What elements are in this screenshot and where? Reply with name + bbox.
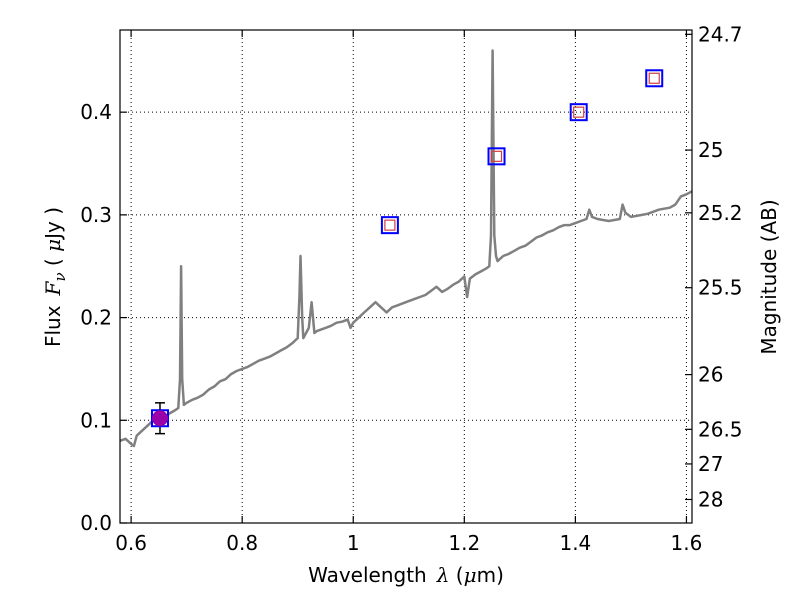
grid [120, 30, 692, 523]
spectrum-line [119, 49, 693, 448]
y2-axis-label: Magnitude (AB) [757, 199, 781, 354]
x-tick-label-4: 1.4 [559, 531, 591, 555]
series-layer [119, 49, 693, 448]
y2-tick-label-6: 27 [698, 452, 723, 476]
x-tick-label-0: 0.6 [115, 531, 147, 555]
plot-frame [119, 29, 693, 524]
photometry-outer-marker-3 [569, 103, 588, 122]
photometry-inner-marker-3 [573, 106, 585, 118]
photometry-outer-marker-4 [645, 69, 664, 88]
x-axis-label: Wavelength λ (μm) [308, 563, 504, 587]
y-tick-label-2: 0.2 [80, 306, 112, 330]
ticks-layer: 0.6 0.8 1 1.2 1.4 1.6 0.0 0.1 0.2 0.3 0.4 24.7 25 25.… [80, 22, 742, 555]
photometry-inner-marker-2 [490, 150, 503, 162]
x-tick-label-2: 1 [347, 531, 360, 555]
y-tick-label-0: 0.0 [80, 511, 112, 535]
y2-tick-label-1: 25 [698, 138, 723, 162]
x-tick-label-1: 0.8 [226, 531, 258, 555]
y2-tick-label-5: 26.5 [698, 417, 743, 441]
photometry-inner-marker-1 [384, 219, 396, 231]
y2-tick-label-3: 25.5 [698, 276, 743, 300]
photometry-outer-marker-2 [487, 147, 506, 166]
y2-tick-label-0: 24.7 [698, 22, 743, 46]
photometry-inner-marker-4 [648, 72, 660, 84]
photometry-outer-marker-1 [380, 216, 399, 235]
y-tick-label-4: 0.4 [80, 100, 112, 124]
x-tick-label-5: 1.6 [671, 531, 703, 555]
x-tick-label-3: 1.2 [448, 531, 480, 555]
markers-layer [150, 69, 664, 435]
y-axis-label: FluxFν ( μJy ) [41, 207, 69, 347]
y-tick-label-3: 0.3 [80, 203, 112, 227]
y-tick-label-1: 0.1 [80, 408, 112, 432]
highlight-point-0 [151, 410, 168, 427]
y2-tick-label-4: 26 [698, 363, 723, 387]
y2-tick-label-7: 28 [698, 487, 723, 511]
y2-tick-label-2: 25.2 [698, 201, 743, 225]
